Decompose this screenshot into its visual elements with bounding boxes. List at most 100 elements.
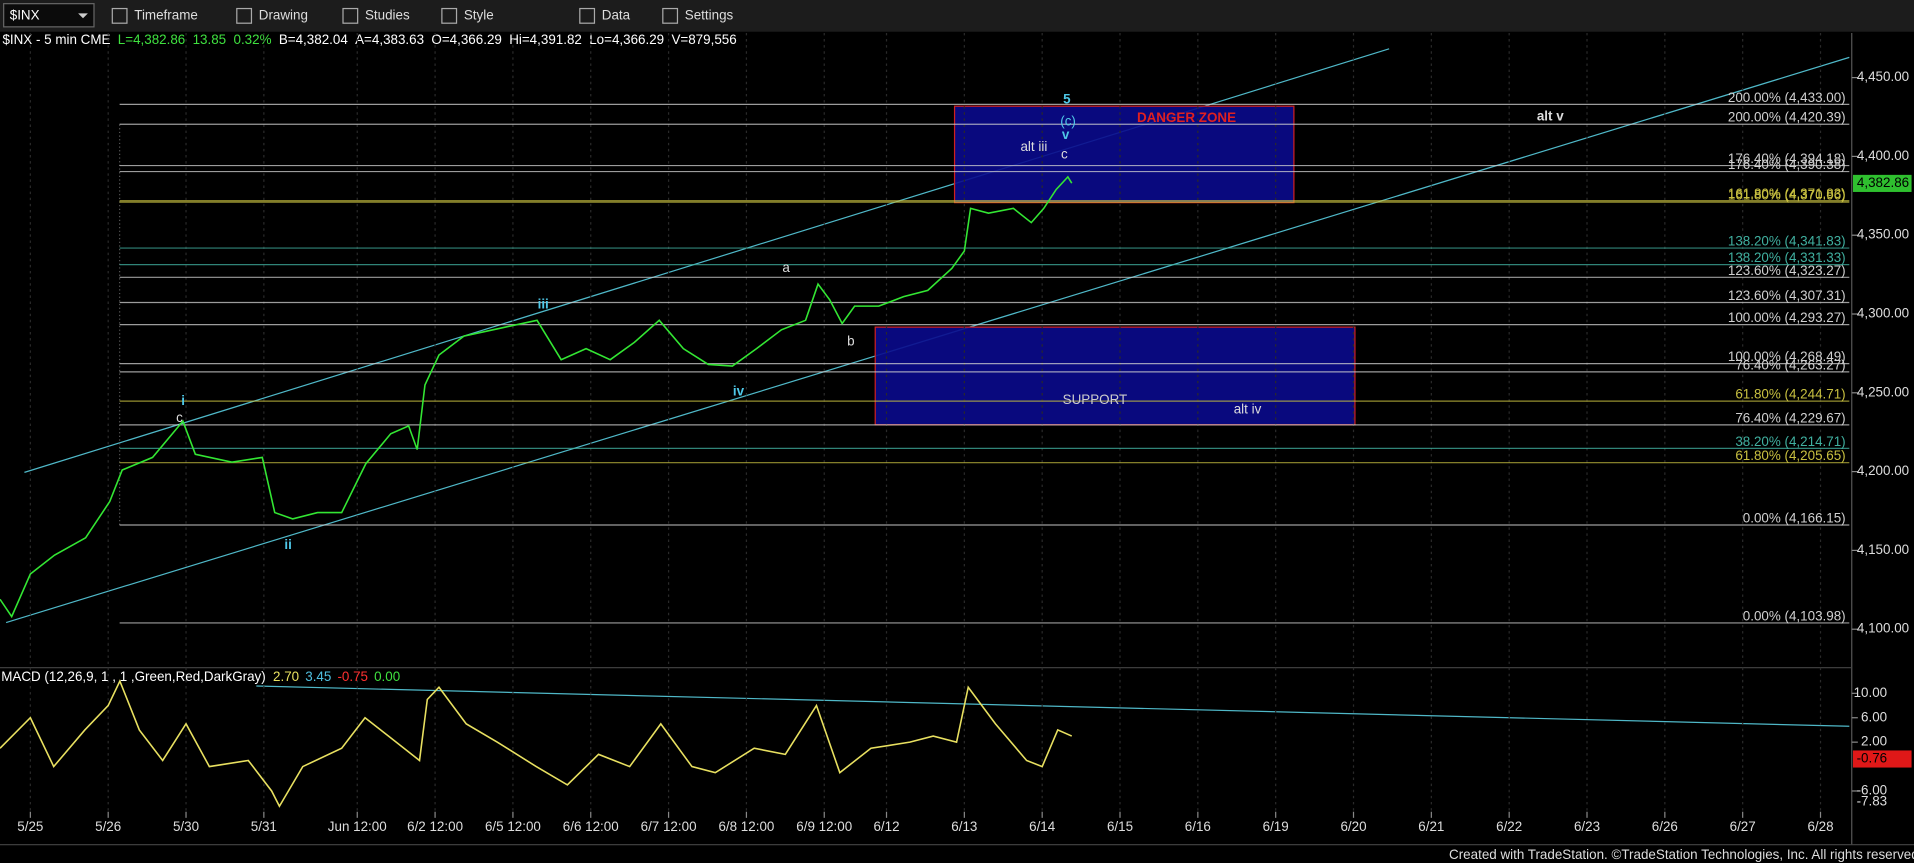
x-tick-label: 5/31: [251, 819, 277, 834]
fib-level-label: 200.00% (4,420.39): [1728, 110, 1846, 125]
y-tick-label: 4,100.00: [1857, 621, 1909, 636]
x-tick-label: 6/12: [873, 819, 899, 834]
wave-label: alt iv: [1234, 402, 1262, 417]
support-box: [874, 326, 1356, 426]
x-tick-label: 6/13: [951, 819, 977, 834]
x-tick-label: Jun 12:00: [328, 819, 387, 834]
y-tick-label: 4,200.00: [1857, 463, 1909, 478]
quote-field: L=4,382.86: [118, 32, 185, 47]
x-tick-label: 5/25: [17, 819, 43, 834]
wave-label: alt v: [1537, 109, 1564, 124]
quote-field: 0.32%: [233, 32, 271, 47]
x-tick-label: 5/26: [95, 819, 121, 834]
x-tick-label: 6/27: [1730, 819, 1756, 834]
x-tick-label: 6/14: [1029, 819, 1056, 834]
fib-level-label: 0.00% (4,103.98): [1743, 608, 1846, 623]
fib-level-label: 176.40% (4,390.38): [1728, 157, 1846, 172]
macd-last-label: -0.76: [1857, 751, 1888, 766]
fib-level-label: 123.60% (4,323.27): [1728, 263, 1846, 278]
wave-label: c: [176, 410, 183, 425]
wave-label: v: [1062, 127, 1070, 142]
toolbar-icon: [579, 7, 596, 24]
wave-label: i: [181, 393, 185, 408]
toolbar-button[interactable]: Drawing: [259, 7, 308, 22]
toolbar-button[interactable]: Data: [602, 7, 631, 22]
wave-label: a: [782, 260, 790, 275]
macd-value: 2.70: [273, 669, 299, 684]
wave-label: b: [847, 333, 854, 348]
symbol-input[interactable]: $INX: [10, 7, 40, 22]
toolbar-icon: [441, 7, 458, 24]
y-tick-label: 4,450.00: [1857, 69, 1909, 84]
fib-level-label: 138.20% (4,331.33): [1728, 250, 1846, 265]
wave-label: alt iii: [1020, 139, 1047, 154]
y-tick-label: 4,350.00: [1857, 227, 1909, 242]
y-tick-label: 10.00: [1854, 685, 1888, 700]
fib-level-label: 100.00% (4,293.27): [1728, 310, 1846, 325]
dropdown-arrow: [78, 13, 88, 19]
wave-label: iv: [733, 383, 745, 398]
x-tick-label: 6/8 12:00: [718, 819, 774, 834]
quote-field: 13.85: [193, 32, 227, 47]
wave-label: c: [1061, 147, 1068, 162]
x-tick-label: 6/6 12:00: [563, 819, 619, 834]
x-tick-label: 6/20: [1340, 819, 1366, 834]
toolbar-icon: [236, 7, 253, 24]
fib-level-label: 200.00% (4,433.00): [1728, 90, 1846, 105]
price-line: [0, 175, 1073, 619]
x-tick-label: 6/7 12:00: [641, 819, 697, 834]
quote-field: B=4,382.04: [279, 32, 349, 47]
quote-field: Hi=4,391.82: [509, 32, 582, 47]
fib-level-label: 161.80% (4,371.83): [1728, 186, 1846, 201]
macd-line: [0, 679, 1073, 808]
y-tick-label: 2.00: [1861, 734, 1887, 749]
toolbar-icon: [662, 7, 679, 24]
toolbar-icon: [342, 7, 359, 24]
toolbar-button[interactable]: Timeframe: [134, 7, 198, 22]
quote-field: O=4,366.29: [431, 32, 501, 47]
last-price-marker: [1852, 174, 1912, 192]
x-tick-label: 6/23: [1574, 819, 1600, 834]
fib-level-label: 100.00% (4,268.49): [1728, 349, 1846, 364]
wave-label: 5: [1063, 92, 1071, 107]
wave-label: ii: [284, 537, 291, 552]
quote-field: A=4,383.63: [355, 32, 424, 47]
y-tick-label: -6.00: [1857, 783, 1888, 798]
x-tick-label: 6/22: [1496, 819, 1522, 834]
x-tick-label: 6/21: [1418, 819, 1444, 834]
x-tick-label: 5/30: [173, 819, 199, 834]
y-tick-label: 4,150.00: [1857, 542, 1909, 557]
toolbar-icon: [111, 7, 128, 24]
fib-level-label: 161.80% (4,370.96): [1728, 188, 1846, 203]
fib-level-label: 76.40% (4,263.27): [1735, 357, 1845, 372]
toolbar-button[interactable]: Style: [464, 7, 494, 22]
danger-zone-box: [953, 105, 1295, 204]
x-tick-label: 6/9 12:00: [796, 819, 852, 834]
y-tick-label: 6.00: [1861, 709, 1887, 724]
y-tick-label: 4,400.00: [1857, 148, 1909, 163]
symbol-box[interactable]: [3, 3, 95, 28]
fib-level-label: 123.60% (4,307.31): [1728, 288, 1846, 303]
fib-level-label: 0.00% (4,166.15): [1743, 510, 1846, 525]
fib-level-label: 138.20% (4,341.83): [1728, 234, 1846, 249]
macd-value: 0.00: [374, 669, 400, 684]
footer: Created with TradeStation. ©TradeStation…: [1449, 847, 1914, 862]
y-tick-label: 4,250.00: [1857, 384, 1909, 399]
macd-last-marker: [1852, 750, 1912, 768]
toolbar-button[interactable]: Studies: [365, 7, 410, 22]
x-tick-label: 6/28: [1807, 819, 1833, 834]
fib-level-label: 38.20% (4,214.71): [1735, 434, 1845, 449]
macd-value: 3.45: [305, 669, 331, 684]
quote-field: $INX - 5 min CME: [2, 32, 110, 47]
wave-label: (c): [1060, 114, 1076, 129]
macd-trend-line: [256, 685, 1850, 727]
x-tick-label: 6/16: [1185, 819, 1211, 834]
wave-label: SUPPORT: [1063, 392, 1128, 407]
fib-level-label: 76.40% (4,229.67): [1735, 410, 1845, 425]
wave-label: iii: [538, 297, 549, 312]
toolbar-button[interactable]: Settings: [685, 7, 734, 22]
last-price-label: 4,382.86: [1857, 175, 1909, 190]
fib-level-label: 61.80% (4,205.65): [1735, 448, 1845, 463]
